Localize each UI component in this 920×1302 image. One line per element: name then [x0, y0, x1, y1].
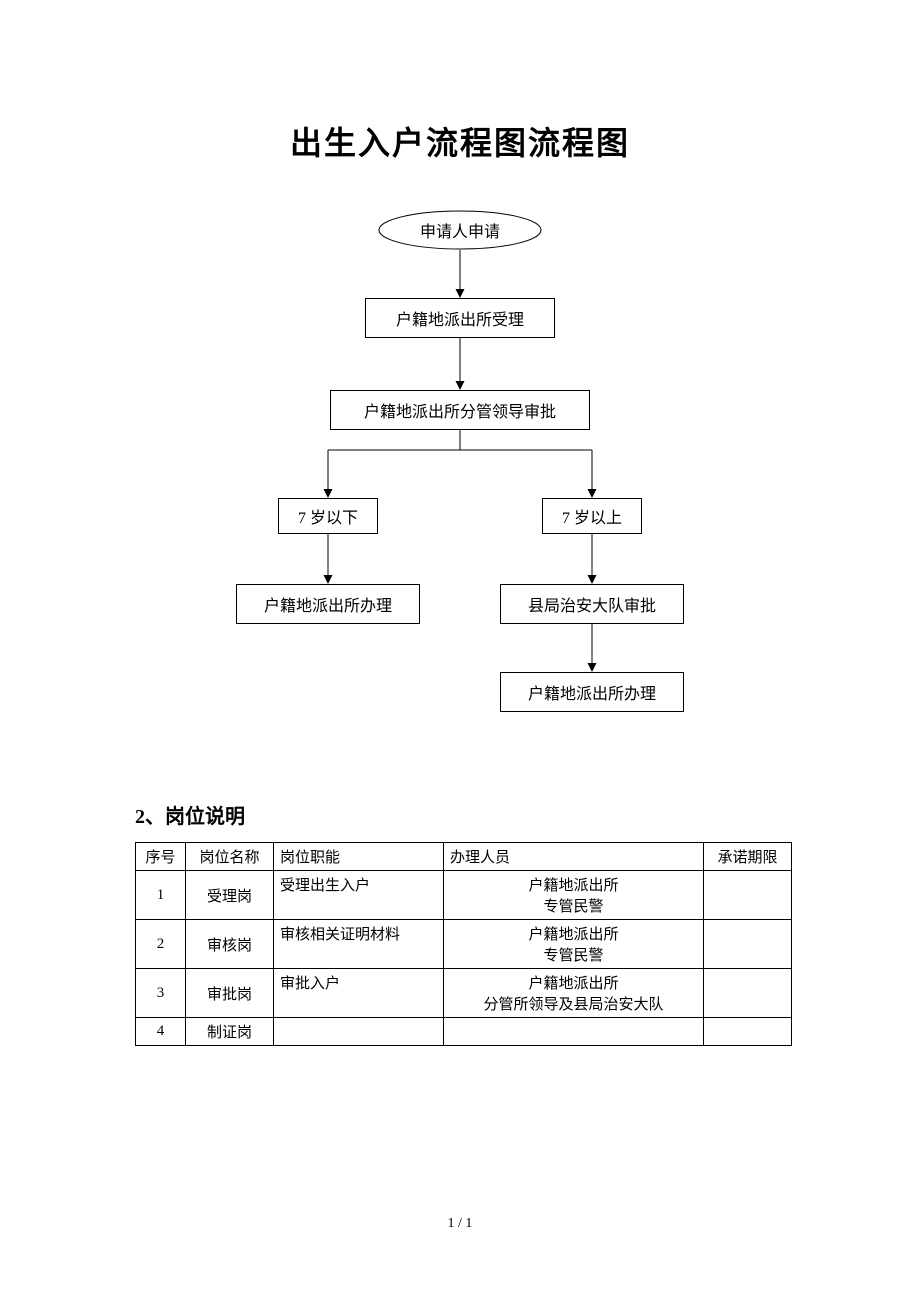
section-heading: 2、岗位说明: [135, 800, 245, 829]
flow-node-label: 户籍地派出所办理: [528, 680, 656, 704]
flow-node-under7: 7 岁以下: [278, 498, 378, 534]
cell-func: 审批入户: [274, 969, 444, 1018]
cell-person: 户籍地派出所专管民警: [444, 920, 704, 969]
cell-func: 审核相关证明材料: [274, 920, 444, 969]
flow-arrows: [0, 200, 920, 740]
cell-name: 制证岗: [186, 1018, 274, 1046]
flow-node-label: 7 岁以上: [562, 504, 622, 528]
cell-no: 4: [136, 1018, 186, 1046]
table-header-cell: 岗位名称: [186, 843, 274, 871]
table-header-row: 序号岗位名称岗位职能办理人员承诺期限: [136, 843, 792, 871]
table-row: 3审批岗审批入户户籍地派出所分管所领导及县局治安大队: [136, 969, 792, 1018]
cell-name: 审核岗: [186, 920, 274, 969]
page-footer: 1 / 1: [0, 1216, 920, 1232]
flowchart-container: 申请人申请户籍地派出所受理户籍地派出所分管领导审批 7 岁以下 7 岁以上户籍地派出…: [0, 200, 920, 740]
cell-deadline: [704, 920, 792, 969]
table-row: 1受理岗受理出生入户户籍地派出所专管民警: [136, 871, 792, 920]
cell-deadline: [704, 871, 792, 920]
table-header-cell: 办理人员: [444, 843, 704, 871]
flow-node-left_do: 户籍地派出所办理: [236, 584, 420, 624]
cell-no: 1: [136, 871, 186, 920]
job-table: 序号岗位名称岗位职能办理人员承诺期限1受理岗受理出生入户户籍地派出所专管民警2审…: [135, 842, 792, 1046]
table-header-cell: 岗位职能: [274, 843, 444, 871]
flow-node-approve: 户籍地派出所分管领导审批: [330, 390, 590, 430]
flow-node-label: 户籍地派出所分管领导审批: [364, 398, 556, 422]
cell-no: 3: [136, 969, 186, 1018]
cell-name: 审批岗: [186, 969, 274, 1018]
flow-node-right_do: 户籍地派出所办理: [500, 672, 684, 712]
table-row: 2审核岗审核相关证明材料户籍地派出所专管民警: [136, 920, 792, 969]
flow-node-label: 7 岁以下: [298, 504, 358, 528]
flow-node-label: 县局治安大队审批: [528, 592, 656, 616]
table-row: 4制证岗: [136, 1018, 792, 1046]
cell-func: 受理出生入户: [274, 871, 444, 920]
cell-func: [274, 1018, 444, 1046]
cell-person: 户籍地派出所专管民警: [444, 871, 704, 920]
cell-deadline: [704, 969, 792, 1018]
flow-node-label: 户籍地派出所办理: [264, 592, 392, 616]
flow-node-over7: 7 岁以上: [542, 498, 642, 534]
table-header-cell: 序号: [136, 843, 186, 871]
table-header-cell: 承诺期限: [704, 843, 792, 871]
cell-deadline: [704, 1018, 792, 1046]
flow-node-label: 户籍地派出所受理: [396, 306, 524, 330]
page-title: 出生入户流程图流程图: [0, 118, 920, 164]
flow-node-label: 申请人申请: [420, 218, 500, 242]
flow-node-county: 县局治安大队审批: [500, 584, 684, 624]
cell-name: 受理岗: [186, 871, 274, 920]
cell-person: [444, 1018, 704, 1046]
flow-node-accept: 户籍地派出所受理: [365, 298, 555, 338]
flow-node-start: 申请人申请: [378, 210, 542, 250]
cell-person: 户籍地派出所分管所领导及县局治安大队: [444, 969, 704, 1018]
cell-no: 2: [136, 920, 186, 969]
